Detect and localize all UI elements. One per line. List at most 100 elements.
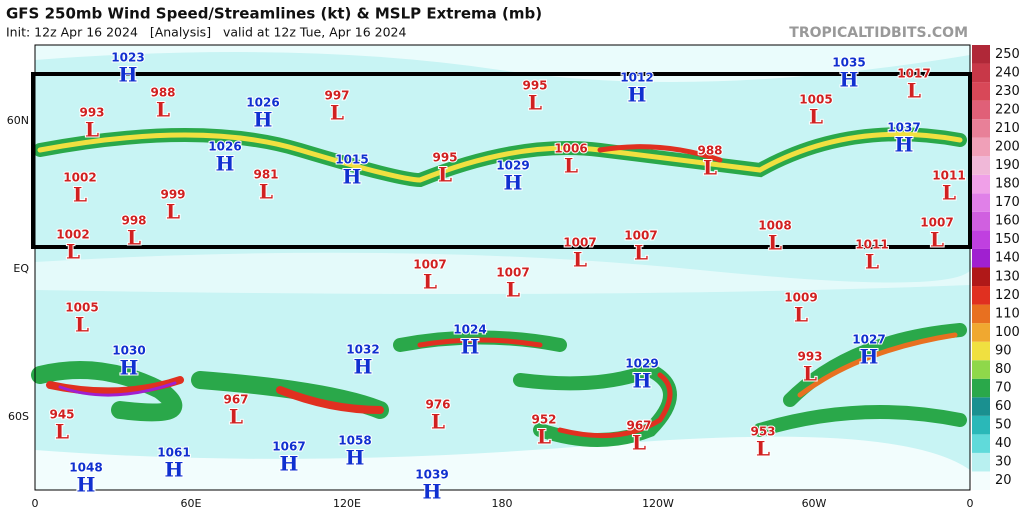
pressure-value: 953 bbox=[750, 425, 775, 439]
colorbar-bin bbox=[972, 304, 990, 324]
colorbar-bin bbox=[972, 378, 990, 398]
pressure-letter: H bbox=[423, 480, 442, 504]
colorbar-label: 20 bbox=[995, 473, 1012, 488]
subtitle: Init: 12z Apr 16 2024 [Analysis] valid a… bbox=[6, 25, 407, 40]
pressure-value: 1029 bbox=[625, 357, 658, 371]
pressure-letter: L bbox=[930, 228, 944, 252]
pressure-value: 1026 bbox=[208, 140, 241, 154]
brand: TROPICALTIDBITS.COM bbox=[789, 25, 968, 41]
colorbar-label: 120 bbox=[995, 288, 1020, 303]
pressure-value: 1027 bbox=[852, 333, 885, 347]
pressure-value: 1011 bbox=[855, 238, 888, 252]
x-axis-label: 180 bbox=[492, 497, 513, 510]
pressure-value: 1007 bbox=[624, 229, 657, 243]
colorbar-bin bbox=[972, 267, 990, 287]
pressure-letter: L bbox=[431, 410, 445, 434]
pressure-value: 981 bbox=[253, 168, 278, 182]
colorbar-label: 210 bbox=[995, 121, 1020, 136]
colorbar-bin bbox=[972, 452, 990, 472]
pressure-value: 988 bbox=[697, 144, 722, 158]
pressure-letter: H bbox=[77, 473, 96, 497]
pressure-letter: L bbox=[564, 154, 578, 178]
pressure-value: 1005 bbox=[65, 301, 98, 315]
colorbar-label: 220 bbox=[995, 102, 1020, 117]
pressure-letter: L bbox=[75, 313, 89, 337]
colorbar-label: 200 bbox=[995, 139, 1020, 154]
x-axis-label: 0 bbox=[32, 497, 39, 510]
colorbar-label: 160 bbox=[995, 214, 1020, 229]
pressure-letter: L bbox=[73, 183, 87, 207]
colorbar-bin bbox=[972, 286, 990, 305]
pressure-letter: L bbox=[809, 105, 823, 129]
pressure-letter: L bbox=[66, 240, 80, 264]
pressure-letter: L bbox=[865, 250, 879, 274]
pressure-value: 998 bbox=[121, 214, 146, 228]
pressure-value: 1007 bbox=[563, 236, 596, 250]
pressure-value: 1002 bbox=[56, 228, 89, 242]
pressure-letter: H bbox=[504, 171, 523, 195]
pressure-value: 976 bbox=[425, 398, 450, 412]
colorbar-label: 90 bbox=[995, 343, 1012, 358]
colorbar-label: 50 bbox=[995, 418, 1012, 433]
colorbar-label: 60 bbox=[995, 399, 1012, 414]
pressure-value: 952 bbox=[531, 413, 556, 427]
colorbar-bin bbox=[972, 360, 990, 379]
colorbar-label: 150 bbox=[995, 232, 1020, 247]
pressure-letter: H bbox=[860, 345, 879, 369]
pressure-letter: L bbox=[55, 420, 69, 444]
colorbar-bin bbox=[972, 63, 990, 83]
pressure-value: 997 bbox=[324, 89, 349, 103]
pressure-letter: L bbox=[156, 98, 170, 122]
colorbar-bin bbox=[972, 248, 990, 268]
map-frame bbox=[34, 44, 971, 491]
pressure-value: 1058 bbox=[338, 434, 371, 448]
pressure-letter: L bbox=[127, 226, 141, 250]
title: GFS 250mb Wind Speed/Streamlines (kt) & … bbox=[6, 5, 542, 23]
pressure-letter: H bbox=[895, 133, 914, 157]
colorbar-label: 250 bbox=[995, 47, 1020, 62]
pressure-letter: H bbox=[119, 63, 138, 87]
colorbar-label: 110 bbox=[995, 306, 1020, 321]
pressure-letter: L bbox=[423, 270, 437, 294]
pressure-letter: L bbox=[537, 425, 551, 449]
pressure-value: 1037 bbox=[887, 121, 920, 135]
colorbar-bin bbox=[972, 119, 990, 138]
pressure-value: 1024 bbox=[453, 323, 486, 337]
pressure-value: 995 bbox=[522, 79, 547, 93]
pressure-letter: H bbox=[165, 458, 184, 482]
colorbar-bin bbox=[972, 434, 990, 453]
colorbar-label: 70 bbox=[995, 381, 1012, 396]
colorbar-label: 240 bbox=[995, 65, 1020, 80]
pressure-value: 1017 bbox=[897, 67, 930, 81]
pressure-value: 1029 bbox=[496, 159, 529, 173]
colorbar-label: 190 bbox=[995, 158, 1020, 173]
pressure-value: 1009 bbox=[784, 291, 817, 305]
y-axis-label: 60N bbox=[7, 114, 29, 127]
pressure-value: 1023 bbox=[111, 51, 144, 65]
colorbar-label: 180 bbox=[995, 177, 1020, 192]
pressure-letter: L bbox=[632, 431, 646, 455]
pressure-letter: L bbox=[259, 180, 273, 204]
colorbar-bin bbox=[972, 174, 990, 194]
pressure-letter: H bbox=[461, 335, 480, 359]
x-axis-label: 60W bbox=[802, 497, 827, 510]
y-axis-label: EQ bbox=[13, 262, 29, 275]
pressure-value: 1026 bbox=[246, 96, 279, 110]
colorbar-bin bbox=[972, 323, 990, 342]
pressure-letter: H bbox=[120, 356, 139, 380]
colorbar-label: 100 bbox=[995, 325, 1020, 340]
colorbar-label: 40 bbox=[995, 436, 1012, 451]
pressure-letter: L bbox=[573, 248, 587, 272]
pressure-letter: H bbox=[280, 452, 299, 476]
pressure-value: 1012 bbox=[620, 71, 653, 85]
x-axis-label: 120E bbox=[333, 497, 361, 510]
pressure-value: 1035 bbox=[832, 56, 865, 70]
pressure-letter: H bbox=[346, 446, 365, 470]
pressure-value: 1007 bbox=[920, 216, 953, 230]
colorbar-bin bbox=[972, 193, 990, 212]
pressure-letter: L bbox=[528, 91, 542, 115]
pressure-letter: L bbox=[634, 241, 648, 265]
colorbar-bin bbox=[972, 341, 990, 361]
pressure-letter: H bbox=[354, 355, 373, 379]
pressure-letter: H bbox=[216, 152, 235, 176]
